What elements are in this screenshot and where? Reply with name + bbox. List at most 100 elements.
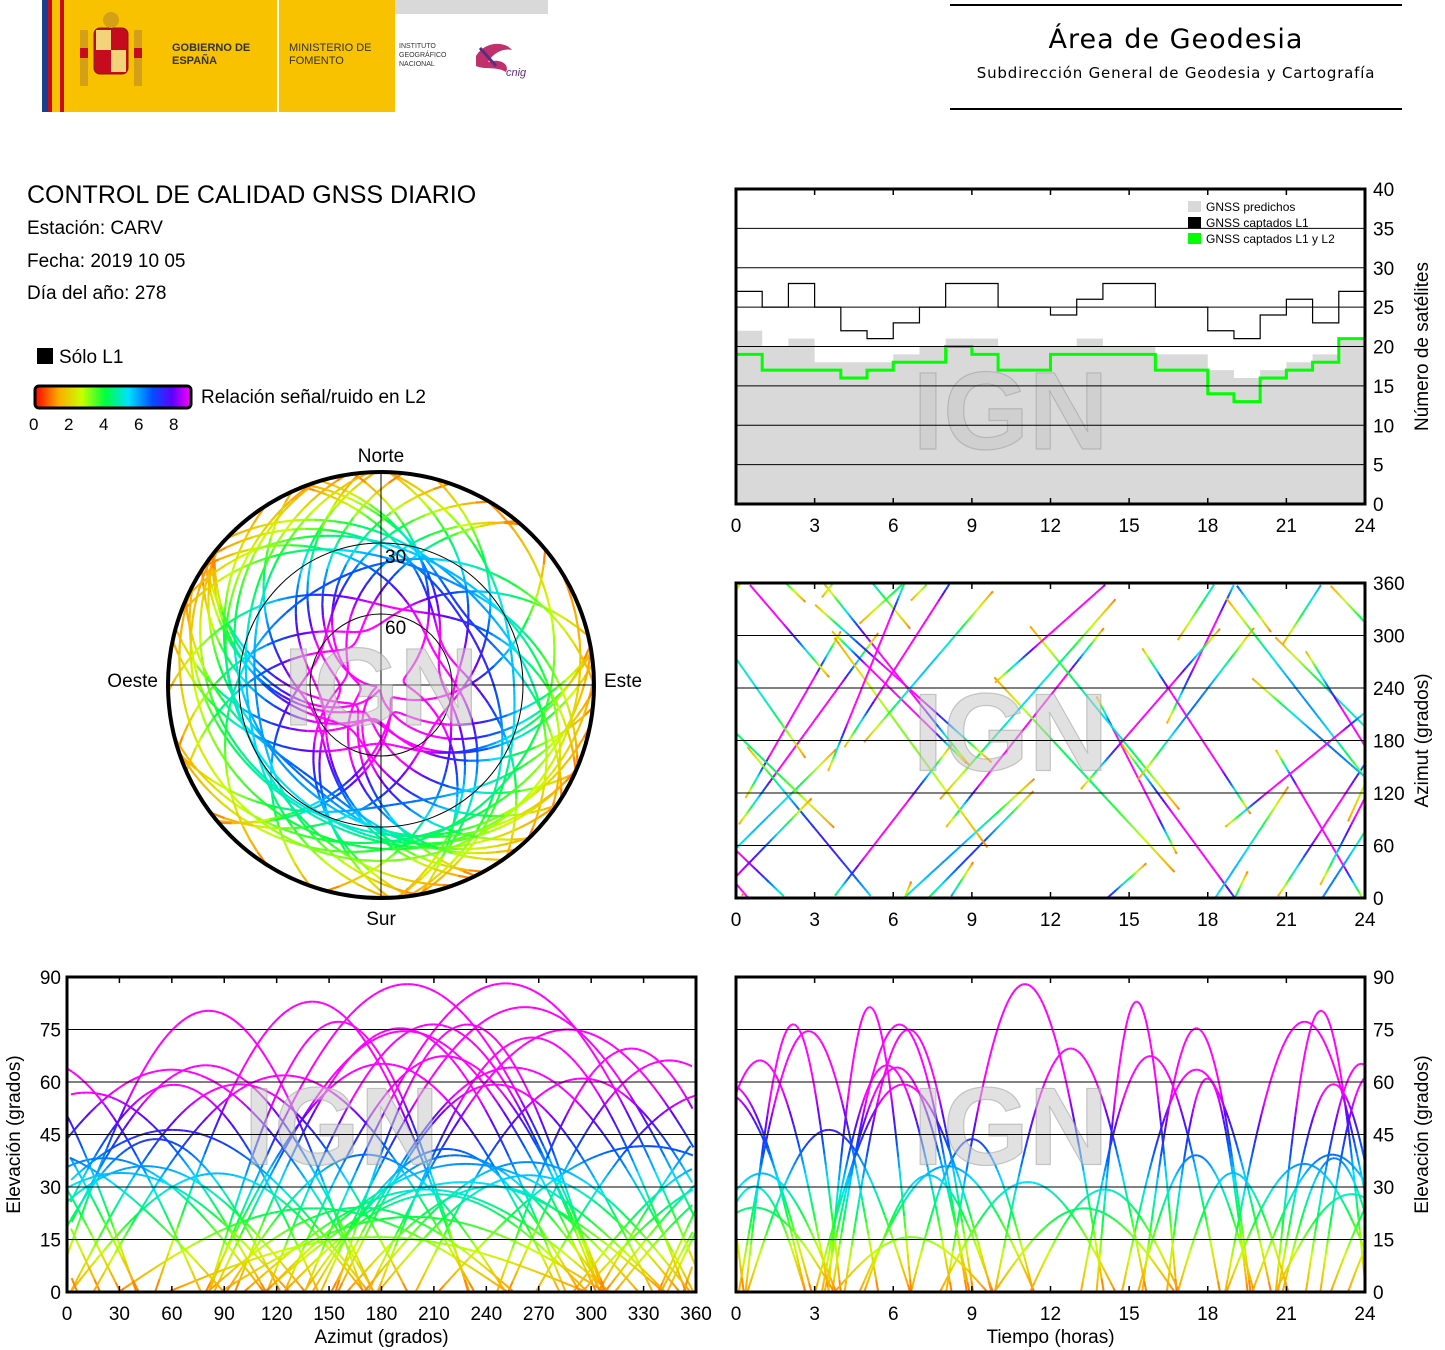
- spain-flag-yellow: [52, 0, 60, 112]
- azimuth_time-track-segment: [721, 653, 723, 655]
- skyplot-track-segment: [274, 693, 283, 700]
- azimuth_time-track-segment: [1054, 657, 1059, 661]
- azimuth_time-track-segment: [941, 753, 946, 758]
- azimuth_time-track-segment: [1165, 833, 1169, 837]
- azimuth_time-track-segment: [790, 714, 795, 718]
- snr-colorbar: [33, 384, 193, 410]
- skyplot-track-segment: [533, 563, 541, 577]
- skyplot-track-segment: [408, 760, 415, 767]
- azimuth_time-track-segment: [1198, 653, 1202, 658]
- skyplot-track-segment: [342, 823, 352, 829]
- azimuth_time-track-segment: [943, 733, 948, 738]
- skyplot-track-segment: [418, 694, 424, 699]
- skyplot-track-segment: [206, 717, 215, 728]
- azimuth_time-track-segment: [1391, 752, 1393, 754]
- azimuth_time-track-segment: [1101, 714, 1106, 719]
- azimuth_time-track-segment: [1340, 796, 1344, 801]
- skyplot-track-segment: [417, 867, 429, 880]
- azimuth_time-track-segment: [852, 868, 857, 873]
- skyplot-track-segment: [381, 722, 386, 727]
- skyplot-track-segment: [357, 830, 368, 837]
- skyplot-track-segment: [405, 800, 411, 804]
- skyplot-track-segment: [475, 763, 479, 775]
- skyplot-track-segment: [362, 493, 377, 507]
- skyplot-track-segment: [311, 587, 320, 594]
- azimuth_time-track-segment: [1140, 772, 1144, 776]
- skyplot-track-segment: [491, 520, 505, 525]
- azimuth_time-track-segment: [1195, 730, 1199, 735]
- skyplot-track-segment: [281, 695, 291, 702]
- azimuth_time-track-segment: [690, 681, 692, 683]
- skyplot-track-segment: [513, 766, 522, 773]
- skyplot-track-segment: [428, 728, 433, 734]
- azimuth_time-track-segment: [842, 641, 847, 646]
- azimuth_time-track-segment: [746, 834, 750, 839]
- skyplot-track-segment: [332, 766, 338, 776]
- azimuth_time-track-segment: [1302, 795, 1306, 799]
- skyplot-track-segment: [185, 610, 190, 622]
- skyplot-track-segment: [387, 615, 393, 620]
- skyplot-track-segment: [270, 753, 274, 764]
- azimuth_time-track-segment: [781, 788, 786, 793]
- skyplot-track-segment: [421, 583, 427, 592]
- azimuth_time-track-segment: [881, 656, 886, 661]
- azimuth_time-track-segment: [1367, 827, 1368, 829]
- azimuth_time-track-segment: [1142, 838, 1147, 843]
- skyplot-track-segment: [213, 647, 218, 657]
- skyplot-track-segment: [420, 643, 425, 651]
- azimuth_time-track-segment: [1289, 630, 1293, 634]
- azimuth_time-track-segment: [1133, 753, 1138, 758]
- azimuth_time-track-segment: [1125, 749, 1130, 754]
- skyplot-track-segment: [486, 618, 491, 630]
- azimuth_time-track-segment: [1215, 674, 1219, 679]
- azimuth_time-track-segment: [958, 807, 962, 813]
- azimuth_time-track-segment: [1091, 701, 1095, 706]
- skyplot-track-segment: [439, 677, 443, 681]
- azimuth_time-track-segment: [840, 604, 844, 609]
- azimuth_time-track-segment: [937, 734, 941, 738]
- azimuth_time-track-segment: [984, 744, 989, 749]
- azimuth_time-track-segment: [1372, 766, 1373, 769]
- skyplot-track-segment: [192, 640, 198, 651]
- azimuth_time-track-segment: [1409, 879, 1410, 882]
- skyplot-track-segment: [382, 787, 391, 796]
- azimuth_time-track-segment: [1339, 867, 1343, 871]
- azimuth_time-track-segment: [1162, 826, 1165, 830]
- azimuth_time-track-segment: [1313, 837, 1317, 842]
- azimuth_time-track-segment: [929, 726, 933, 731]
- skyplot-track-segment: [456, 834, 469, 841]
- skyplot-track-segment: [434, 623, 439, 629]
- azimuth_time-track-segment: [783, 778, 788, 783]
- skyplot-track-segment: [506, 579, 519, 588]
- azimuth_time-track-segment: [1049, 669, 1054, 675]
- skyplot-track-segment: [421, 863, 434, 870]
- skyplot-track-segment: [252, 589, 258, 598]
- azimuth_time-track-segment: [665, 782, 667, 784]
- azimuth_time-track-segment: [826, 652, 830, 656]
- satellites-legend-label: GNSS predichos: [1206, 200, 1295, 214]
- azimuth_time-track-segment: [1133, 761, 1138, 766]
- azimuth_time-track-segment: [1167, 807, 1172, 812]
- azimuth_time-track-segment: [1293, 780, 1297, 784]
- azimuth_time-track-segment: [966, 837, 971, 842]
- skyplot-track-segment: [368, 718, 371, 721]
- azimuth_time-track-segment: [902, 803, 907, 808]
- skyplot-track-segment: [475, 846, 487, 850]
- skyplot-track-segment: [347, 877, 359, 886]
- skyplot-track-segment: [461, 740, 466, 749]
- azimuth_time-track-segment: [1318, 680, 1322, 684]
- skyplot-track-segment: [374, 744, 380, 751]
- azimuth_time-track-segment: [1141, 647, 1145, 652]
- azimuth_time-track-segment: [739, 854, 744, 858]
- azimuth_time-track-segment: [1185, 713, 1189, 718]
- azimuth_time-track-segment: [757, 593, 761, 598]
- azimuth_time-track-segment: [1311, 595, 1315, 600]
- azimuth_time-track-segment: [780, 621, 785, 625]
- skyplot-track-segment: [551, 694, 559, 707]
- skyplot-track-segment: [290, 633, 299, 638]
- skyplot-track-segment: [328, 710, 333, 716]
- azimuth_time-track-segment: [1138, 759, 1142, 764]
- azimuth_time-track-segment: [1078, 768, 1083, 773]
- azimuth_time-track-segment: [809, 680, 814, 685]
- azimuth_time-track-segment: [737, 852, 742, 856]
